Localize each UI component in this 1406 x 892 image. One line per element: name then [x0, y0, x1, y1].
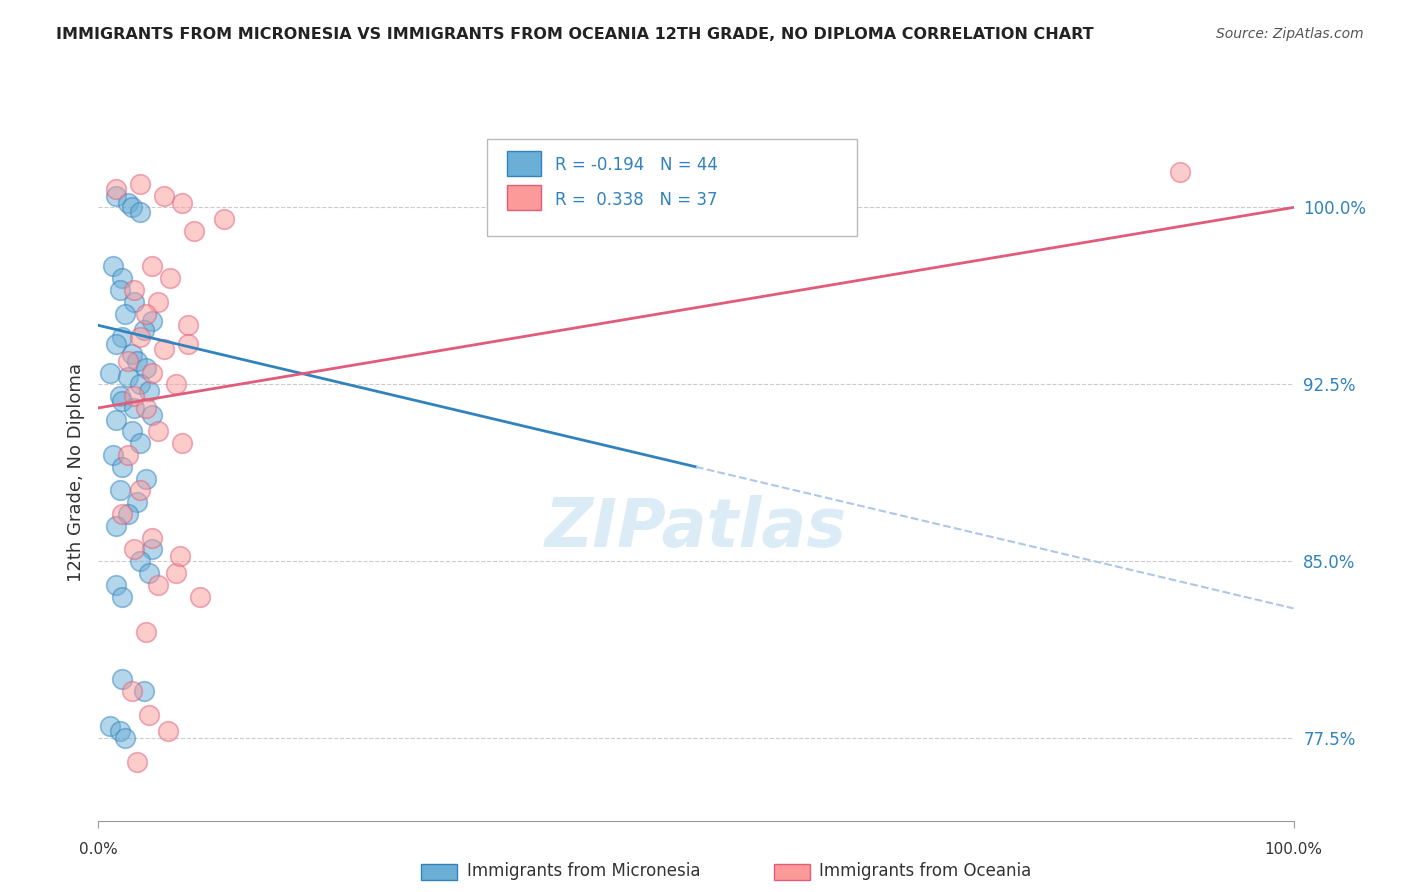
Point: [159, 271, 181, 285]
Point: [105, 413, 128, 427]
Point: [169, 549, 191, 564]
Text: 0.0%: 0.0%: [79, 841, 118, 856]
Point: [129, 436, 152, 450]
Text: R = -0.194   N = 44: R = -0.194 N = 44: [555, 156, 718, 174]
Point: [129, 377, 152, 392]
Point: [111, 507, 134, 521]
Point: [183, 224, 205, 238]
Point: [212, 212, 235, 227]
Point: [121, 346, 143, 360]
Point: [111, 330, 134, 344]
Point: [108, 483, 131, 498]
Point: [138, 707, 160, 722]
Point: [177, 318, 200, 333]
Point: [117, 448, 139, 462]
Point: [129, 205, 152, 219]
Point: [108, 724, 131, 739]
Text: ZIPatlas: ZIPatlas: [546, 495, 846, 561]
Point: [105, 181, 128, 195]
Point: [111, 393, 134, 408]
Point: [1168, 165, 1191, 179]
Text: 100.0%: 100.0%: [1264, 841, 1323, 856]
Point: [124, 283, 146, 297]
Point: [98, 366, 122, 380]
Point: [138, 566, 160, 580]
Point: [124, 542, 146, 557]
Point: [121, 201, 143, 215]
Point: [148, 425, 170, 439]
Point: [111, 271, 134, 285]
Point: [101, 448, 124, 462]
Point: [105, 518, 128, 533]
Point: [121, 684, 143, 698]
Point: [105, 337, 128, 351]
Point: [148, 578, 170, 592]
Point: [108, 389, 131, 403]
FancyBboxPatch shape: [486, 139, 858, 236]
Point: [114, 731, 136, 745]
Text: Source: ZipAtlas.com: Source: ZipAtlas.com: [1216, 27, 1364, 41]
Point: [114, 307, 136, 321]
Point: [148, 294, 170, 309]
Point: [111, 590, 134, 604]
Point: [141, 366, 163, 380]
Point: [125, 353, 148, 368]
Point: [129, 330, 152, 344]
Point: [111, 672, 134, 686]
Point: [135, 472, 157, 486]
Text: R =  0.338   N = 37: R = 0.338 N = 37: [555, 191, 717, 209]
Point: [117, 507, 139, 521]
Point: [165, 566, 187, 580]
Point: [156, 724, 179, 739]
Point: [141, 260, 163, 274]
Point: [105, 188, 128, 202]
Point: [135, 360, 157, 375]
Point: [153, 188, 176, 202]
Point: [188, 590, 211, 604]
Point: [153, 342, 176, 356]
Point: [121, 425, 143, 439]
Point: [117, 353, 139, 368]
Point: [129, 177, 152, 191]
Point: [141, 408, 163, 422]
Point: [117, 195, 139, 210]
Point: [141, 531, 163, 545]
Point: [141, 313, 163, 327]
Point: [105, 578, 128, 592]
Text: Immigrants from Oceania: Immigrants from Oceania: [820, 863, 1032, 880]
Point: [129, 483, 152, 498]
Point: [138, 384, 160, 399]
Bar: [422, 864, 457, 880]
Bar: [508, 151, 541, 176]
Point: [125, 495, 148, 509]
Y-axis label: 12th Grade, No Diploma: 12th Grade, No Diploma: [66, 363, 84, 582]
Point: [111, 459, 134, 474]
Point: [135, 624, 157, 639]
Point: [132, 684, 155, 698]
Text: Immigrants from Micronesia: Immigrants from Micronesia: [467, 863, 700, 880]
Point: [124, 389, 146, 403]
Point: [141, 542, 163, 557]
Point: [135, 307, 157, 321]
Text: IMMIGRANTS FROM MICRONESIA VS IMMIGRANTS FROM OCEANIA 12TH GRADE, NO DIPLOMA COR: IMMIGRANTS FROM MICRONESIA VS IMMIGRANTS…: [56, 27, 1094, 42]
Point: [132, 323, 155, 337]
Point: [124, 294, 146, 309]
Point: [98, 719, 122, 733]
Point: [172, 195, 194, 210]
Point: [124, 401, 146, 415]
Bar: [773, 864, 810, 880]
Point: [135, 401, 157, 415]
Point: [125, 755, 148, 769]
Point: [165, 377, 187, 392]
Point: [117, 370, 139, 384]
Bar: [508, 186, 541, 211]
Point: [108, 283, 131, 297]
Point: [172, 436, 194, 450]
Point: [177, 337, 200, 351]
Point: [129, 554, 152, 568]
Point: [101, 260, 124, 274]
